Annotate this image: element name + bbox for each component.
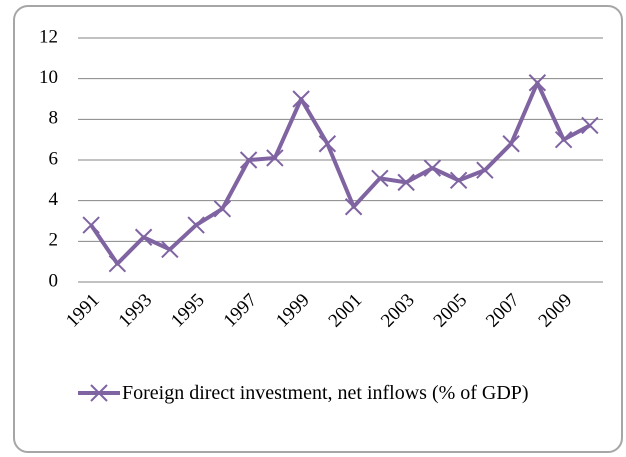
legend-label: Foreign direct investment, net inflows (… (122, 382, 529, 404)
y-tick-label: 6 (49, 148, 59, 169)
data-marker (476, 161, 494, 179)
data-marker (449, 171, 468, 190)
legend-swatch-marker (90, 384, 108, 402)
y-tick-label: 12 (39, 26, 58, 47)
y-tick-label: 0 (49, 270, 59, 291)
data-marker (292, 90, 310, 108)
data-marker (108, 254, 127, 273)
data-marker (161, 240, 179, 259)
data-marker (581, 116, 599, 135)
data-marker (187, 216, 205, 234)
data-marker (344, 198, 363, 216)
data-marker (371, 169, 389, 188)
data-marker (502, 135, 520, 153)
data-marker (266, 149, 284, 167)
data-marker (318, 135, 337, 153)
y-tick-label: 4 (49, 189, 59, 210)
data-marker (554, 130, 573, 149)
data-marker (82, 216, 100, 234)
chart-border (13, 5, 623, 453)
data-marker (397, 173, 415, 192)
y-tick-label: 10 (39, 67, 58, 88)
data-marker (213, 200, 232, 218)
y-tick-label: 2 (49, 230, 59, 251)
y-tick-label: 8 (49, 108, 59, 129)
data-marker (134, 228, 153, 246)
data-marker (528, 74, 547, 92)
data-marker (239, 151, 258, 169)
data-marker (423, 159, 442, 177)
